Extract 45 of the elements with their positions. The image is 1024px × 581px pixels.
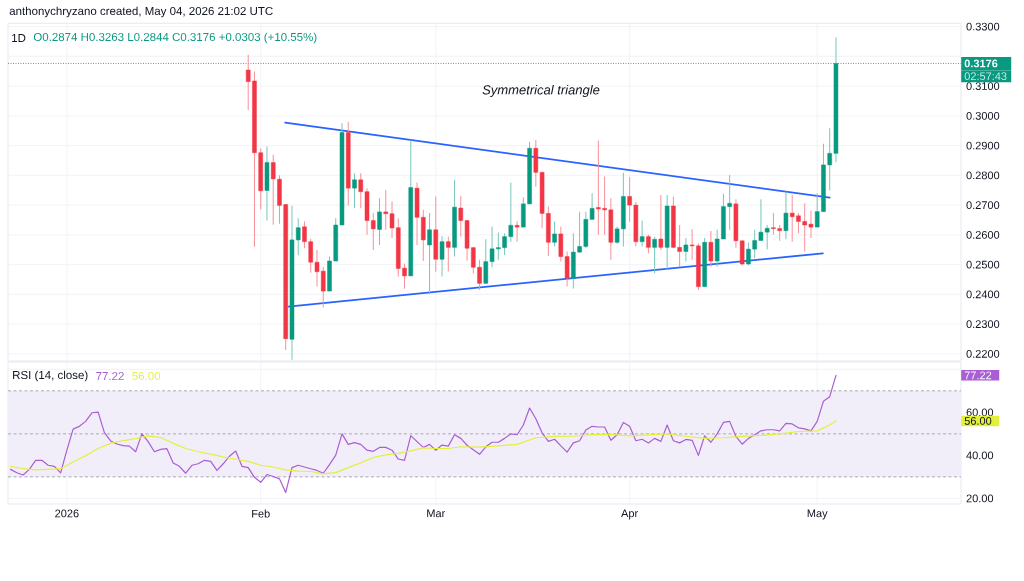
y-tick-label: 0.3100 bbox=[966, 82, 1000, 90]
text: 02:57:43 bbox=[964, 72, 1007, 81]
x-tick-label: May bbox=[807, 509, 828, 520]
x-tick-label: Feb bbox=[252, 509, 270, 518]
chart-title: anthonychryzano created, May 04, 2026 21:02 UTC bbox=[9, 6, 273, 18]
y-tick-label: 60.00 bbox=[966, 408, 994, 417]
candlestick bbox=[783, 190, 789, 240]
y-tick-label: 20.00 bbox=[966, 494, 994, 503]
candlestick bbox=[352, 172, 357, 209]
y-tick-label: 0.2300 bbox=[966, 320, 1000, 328]
annotation: O0.2874 H0.3263 L0.2844 C0.3176 +0.0303 (+10.55%) bbox=[33, 32, 317, 44]
candlestick bbox=[439, 235, 445, 277]
x-tick-label: Apr bbox=[621, 509, 638, 520]
candlestick bbox=[708, 230, 714, 268]
text: 77.22 bbox=[964, 371, 992, 380]
candlestick bbox=[427, 212, 432, 295]
candlestick bbox=[514, 220, 520, 243]
y-tick-label: 0.2200 bbox=[966, 349, 1000, 358]
y-tick-label: 40.00 bbox=[966, 451, 994, 460]
y-tick-label: 0.3000 bbox=[966, 111, 1000, 120]
candlestick bbox=[552, 220, 557, 247]
y-tick-label: 0.2700 bbox=[966, 201, 1000, 209]
annotation: 56.00 bbox=[132, 371, 161, 381]
x-tick-label: Mar bbox=[427, 509, 446, 518]
y-tick-label: 0.3300 bbox=[966, 22, 1000, 31]
text: RSI (14, close) bbox=[13, 370, 88, 382]
y-tick-label: 0.2400 bbox=[966, 290, 1000, 299]
x-tick-label: 2026 bbox=[55, 509, 79, 518]
candlestick bbox=[377, 197, 382, 246]
y-tick-label: 0.2900 bbox=[966, 141, 1000, 150]
line-series bbox=[10, 420, 837, 475]
candlestick bbox=[646, 234, 651, 254]
annotation: 77.22 bbox=[96, 371, 124, 381]
candlestick bbox=[658, 194, 664, 251]
candlestick bbox=[683, 237, 689, 263]
y-tick-label: 0.2600 bbox=[966, 230, 1000, 239]
text: 1D bbox=[12, 34, 26, 42]
y-tick-label: 0.2800 bbox=[966, 171, 1000, 180]
annotation: Symmetrical triangle bbox=[482, 84, 600, 98]
candlestick bbox=[639, 220, 645, 247]
ref-line-label: 0.3176 bbox=[964, 59, 998, 68]
candlestick bbox=[446, 236, 451, 272]
y-tick-label: 0.2500 bbox=[966, 260, 1000, 269]
text: 56.00 bbox=[964, 417, 992, 425]
candlestick bbox=[652, 236, 657, 274]
